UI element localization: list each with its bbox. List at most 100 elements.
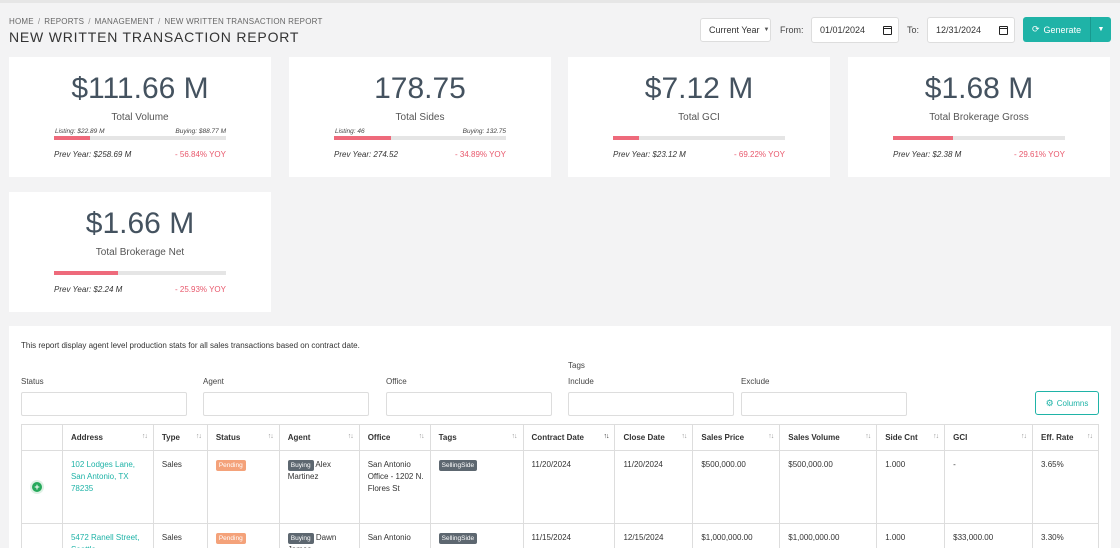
side-cnt-cell: 1.000 [877,451,946,524]
address-link[interactable]: 5472 Ranell Street, Seattle [70,533,140,548]
stat-value: $111.66 M [71,72,209,105]
stat-card-total-volume: $111.66 M Total Volume Listing: $22.89 M… [9,57,271,177]
sales-price-cell: $500,000.00 [693,451,781,524]
columns-button[interactable]: ⚙ Columns [1035,391,1099,415]
agent-filter-input[interactable] [203,392,369,416]
agent-name: Dawn James [288,533,337,548]
header-side-cnt[interactable]: Side Cnt ↑↓ [877,425,946,451]
stat-value: $7.12 M [644,72,754,105]
agent-role-badge: Buying [287,460,314,471]
contract-date-cell: 11/15/2024 [524,524,616,548]
include-filter-label: Include [568,377,594,386]
contract-date-cell: 11/20/2024 [523,451,616,524]
sort-icon: ↑↓ [195,433,202,440]
sort-icon: ↑↓ [418,433,425,440]
yoy-change: - 69.22% YOY [734,150,785,159]
breadcrumb: HOME / REPORTS / MANAGEMENT / NEW WRITTEN TRAN… [9,17,323,26]
breadcrumb-home[interactable]: HOME [9,17,34,26]
header-close-date[interactable]: Close Date ↑↓ [615,425,694,451]
status-filter-input[interactable] [21,392,187,416]
generate-dropdown-toggle[interactable]: ▼ [1090,17,1111,42]
progress-bar [334,136,506,140]
exclude-tags-input[interactable] [741,392,907,416]
type-cell: Sales [153,451,208,524]
tag-badge: SellingSide [438,533,478,544]
expand-row-icon[interactable]: + [32,482,42,492]
top-border [0,0,1120,3]
progress-bar [54,271,226,275]
generate-label: Generate [1043,24,1082,35]
to-date-value: 12/31/2024 [936,25,982,35]
prev-year: Prev Year: $2.38 M [893,150,962,159]
calendar-icon[interactable] [883,25,892,35]
sort-desc-icon: ↑↓ [603,433,609,440]
header-tags[interactable]: Tags ↑↓ [430,425,524,451]
sort-icon: ↑↓ [347,433,354,440]
table-header: Address ↑↓ Type ↑↓ Status ↑↓ Agent ↑↓ Office… [22,425,1099,451]
page-title: NEW WRITTEN TRANSACTION REPORT [9,29,300,45]
to-label: To: [907,25,920,35]
office-filter-input[interactable] [386,392,552,416]
chevron-down-icon: ▼ [1097,26,1105,33]
stat-card-total-sides: 178.75 Total Sides Listing: 46 Buying: 1… [289,57,551,177]
prev-year: Prev Year: $2.24 M [54,285,123,294]
from-date-input[interactable]: 01/01/2024 [811,17,899,43]
sales-volume-cell: $500,000.00 [780,451,878,524]
sort-icon: ↑↓ [768,433,774,440]
stat-card-total-gci: $7.12 M Total GCI Prev Year: $23.12 M - … [568,57,830,177]
to-date-input[interactable]: 12/31/2024 [927,17,1015,43]
yoy-change: - 25.93% YOY [175,285,226,294]
breadcrumb-reports[interactable]: REPORTS [44,17,85,26]
calendar-icon[interactable] [999,25,1008,35]
sort-icon: ↑↓ [865,433,871,440]
progress-bar [893,136,1065,140]
yoy-change: - 34.89% YOY [455,150,506,159]
progress-fill [54,136,91,140]
header-office[interactable]: Office ↑↓ [359,425,431,451]
status-badge: Pending [215,533,246,544]
sort-icon: ↑↓ [1021,433,1027,440]
gci-cell: $33,000.00 [945,524,1034,548]
prev-year: Prev Year: 274.52 [334,150,398,159]
exclude-filter-label: Exclude [741,377,770,386]
stat-caption: Total Brokerage Net [95,247,185,258]
eff-rate-cell: 3.30% [1033,524,1099,548]
header-eff-rate[interactable]: Eff. Rate ↑↓ [1033,425,1099,451]
generate-button[interactable]: ⟳ Generate [1023,17,1090,42]
stat-value: 178.75 [374,72,466,105]
header-status[interactable]: Status ↑↓ [207,425,280,451]
header-address[interactable]: Address ↑↓ [62,425,154,451]
tag-badge: SellingSide [438,460,478,471]
header-sales-volume[interactable]: Sales Volume ↑↓ [780,425,878,451]
prev-year: Prev Year: $258.69 M [54,150,132,159]
close-date-cell: 12/15/2024 [615,524,694,548]
stat-caption: Total Brokerage Gross [929,112,1029,123]
header-sales-price[interactable]: Sales Price ↑↓ [693,425,781,451]
breadcrumb-current: NEW WRITTEN TRANSACTION REPORT [164,17,323,26]
address-link[interactable]: 102 Lodges Lane, San Antonio, TX 78235 [70,460,136,493]
header-contract-date[interactable]: Contract Date ↑↓ [523,425,616,451]
office-cell: San Antonio [360,524,431,548]
sort-icon: ↑↓ [267,433,274,440]
tags-filter-label: Tags [568,361,585,370]
generate-button-group: ⟳ Generate ▼ [1023,17,1111,42]
stat-caption: Total GCI [678,112,720,123]
sort-icon: ↑↓ [141,433,148,440]
yoy-change: - 29.61% YOY [1014,150,1065,159]
header-agent[interactable]: Agent ↑↓ [279,425,360,451]
from-date-value: 01/01/2024 [820,25,866,35]
report-description: This report display agent level producti… [21,341,360,350]
header-type[interactable]: Type ↑↓ [153,425,208,451]
stat-caption: Total Volume [111,112,169,123]
progress-fill [334,136,391,140]
listing-label: Listing: 46 [335,128,365,135]
period-select-value: Current Year [709,25,760,35]
progress-bar [54,136,226,140]
breadcrumb-management[interactable]: MANAGEMENT [94,17,154,26]
prev-year: Prev Year: $23.12 M [613,150,686,159]
period-select[interactable]: Current Year ▼ [700,18,771,42]
header-gci[interactable]: GCI ↑↓ [945,425,1034,451]
include-tags-input[interactable] [568,392,734,416]
status-badge: Pending [215,460,246,471]
stat-value: $1.66 M [85,207,195,240]
